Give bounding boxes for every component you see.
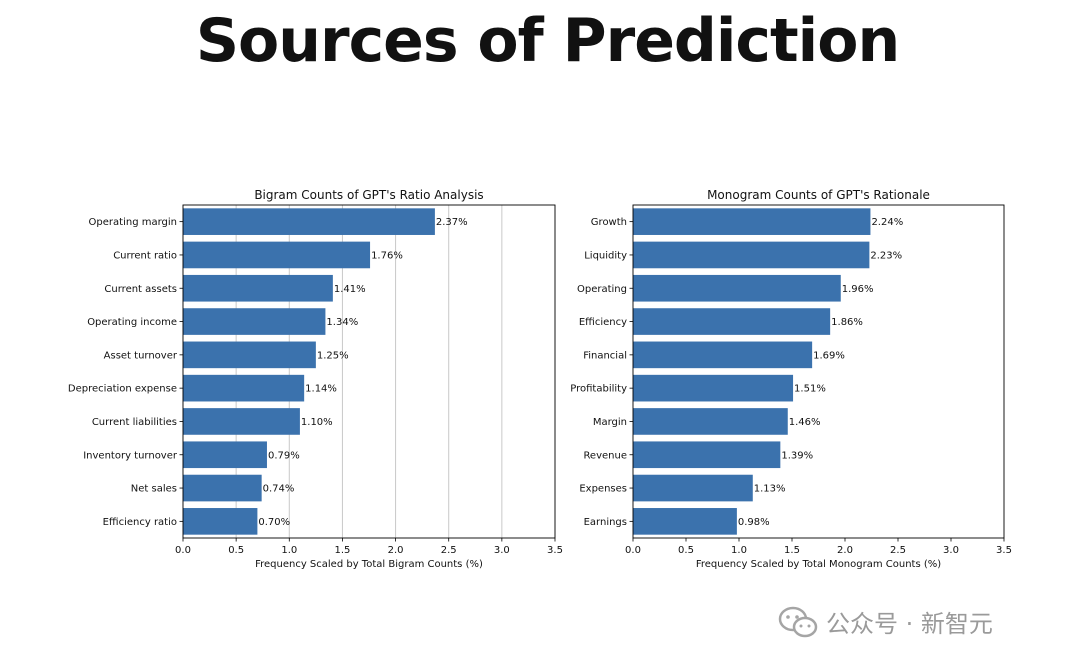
category-label: Operating income <box>87 317 177 328</box>
bar <box>183 408 300 435</box>
category-label: Financial <box>583 350 627 361</box>
x-tick-label: 0.5 <box>228 545 244 556</box>
x-tick-label: 0.0 <box>175 545 191 556</box>
bar <box>183 274 333 302</box>
category-label: Operating margin <box>89 217 177 228</box>
bar <box>183 508 258 535</box>
bar <box>183 208 435 235</box>
bar <box>183 341 316 369</box>
data-label: 0.74% <box>263 484 295 495</box>
data-label: 1.25% <box>317 350 349 361</box>
category-label: Depreciation expense <box>68 384 177 395</box>
bar <box>183 441 267 469</box>
category-label: Revenue <box>583 450 627 461</box>
x-tick-label: 1.0 <box>281 545 297 556</box>
bar <box>183 374 305 402</box>
data-label: 1.86% <box>831 317 863 328</box>
x-tick-label: 2.0 <box>837 545 853 556</box>
x-axis-label: Frequency Scaled by Total Bigram Counts … <box>255 559 483 570</box>
bar <box>633 441 781 469</box>
chart-title: Monogram Counts of GPT's Rationale <box>707 188 930 202</box>
category-label: Current liabilities <box>92 417 177 428</box>
data-label: 1.13% <box>754 484 786 495</box>
data-label: 1.76% <box>371 250 403 261</box>
category-label: Earnings <box>584 517 627 528</box>
category-label: Efficiency ratio <box>103 517 177 528</box>
data-label: 1.10% <box>301 417 333 428</box>
bar <box>183 474 262 502</box>
category-label: Liquidity <box>584 250 627 261</box>
bar <box>633 341 813 369</box>
category-label: Asset turnover <box>104 350 178 361</box>
category-label: Operating <box>577 284 627 295</box>
category-label: Current assets <box>104 284 177 295</box>
category-label: Growth <box>591 217 627 228</box>
bar <box>633 241 870 269</box>
x-tick-label: 2.0 <box>388 545 404 556</box>
x-tick-label: 3.5 <box>996 545 1012 556</box>
data-label: 2.37% <box>436 217 468 228</box>
bar <box>183 308 326 335</box>
x-tick-label: 1.0 <box>731 545 747 556</box>
data-label: 1.46% <box>789 417 821 428</box>
wechat-icon <box>778 606 818 637</box>
x-tick-label: 3.5 <box>547 545 563 556</box>
chart-title: Bigram Counts of GPT's Ratio Analysis <box>254 188 483 202</box>
bar <box>183 241 371 269</box>
category-label: Margin <box>593 417 627 428</box>
x-axis-label: Frequency Scaled by Total Monogram Count… <box>696 559 941 570</box>
data-label: 1.96% <box>842 284 874 295</box>
data-label: 1.34% <box>326 317 358 328</box>
data-label: 1.14% <box>305 384 337 395</box>
category-label: Inventory turnover <box>83 450 178 461</box>
x-tick-label: 0.5 <box>678 545 694 556</box>
category-label: Profitability <box>570 384 627 395</box>
data-label: 0.70% <box>258 517 290 528</box>
x-tick-label: 2.5 <box>441 545 457 556</box>
data-label: 1.51% <box>794 384 826 395</box>
x-tick-label: 0.0 <box>625 545 641 556</box>
page-title: Sources of Prediction <box>195 6 900 76</box>
x-tick-label: 3.0 <box>943 545 959 556</box>
x-tick-label: 1.5 <box>334 545 350 556</box>
watermark-text: 公众号 · 新智元 <box>826 610 993 638</box>
bar <box>633 374 794 402</box>
category-label: Net sales <box>131 484 177 495</box>
data-label: 2.23% <box>870 250 902 261</box>
data-label: 0.98% <box>738 517 770 528</box>
bar <box>633 308 831 335</box>
plot-frame <box>632 204 1005 539</box>
data-label: 0.79% <box>268 450 300 461</box>
bar <box>633 208 871 235</box>
bar <box>633 408 788 435</box>
data-label: 1.39% <box>781 450 813 461</box>
x-tick-label: 2.5 <box>890 545 906 556</box>
bar <box>633 474 753 502</box>
data-label: 1.41% <box>334 284 366 295</box>
x-tick-label: 3.0 <box>494 545 510 556</box>
bar <box>633 274 841 302</box>
category-label: Current ratio <box>113 250 177 261</box>
bar <box>633 508 737 535</box>
data-label: 1.69% <box>813 350 845 361</box>
watermark: 公众号 · 新智元 <box>778 604 993 639</box>
plot-frame <box>182 204 556 539</box>
category-label: Efficiency <box>579 317 627 328</box>
x-tick-label: 1.5 <box>784 545 800 556</box>
category-label: Expenses <box>579 484 627 495</box>
data-label: 2.24% <box>871 217 903 228</box>
